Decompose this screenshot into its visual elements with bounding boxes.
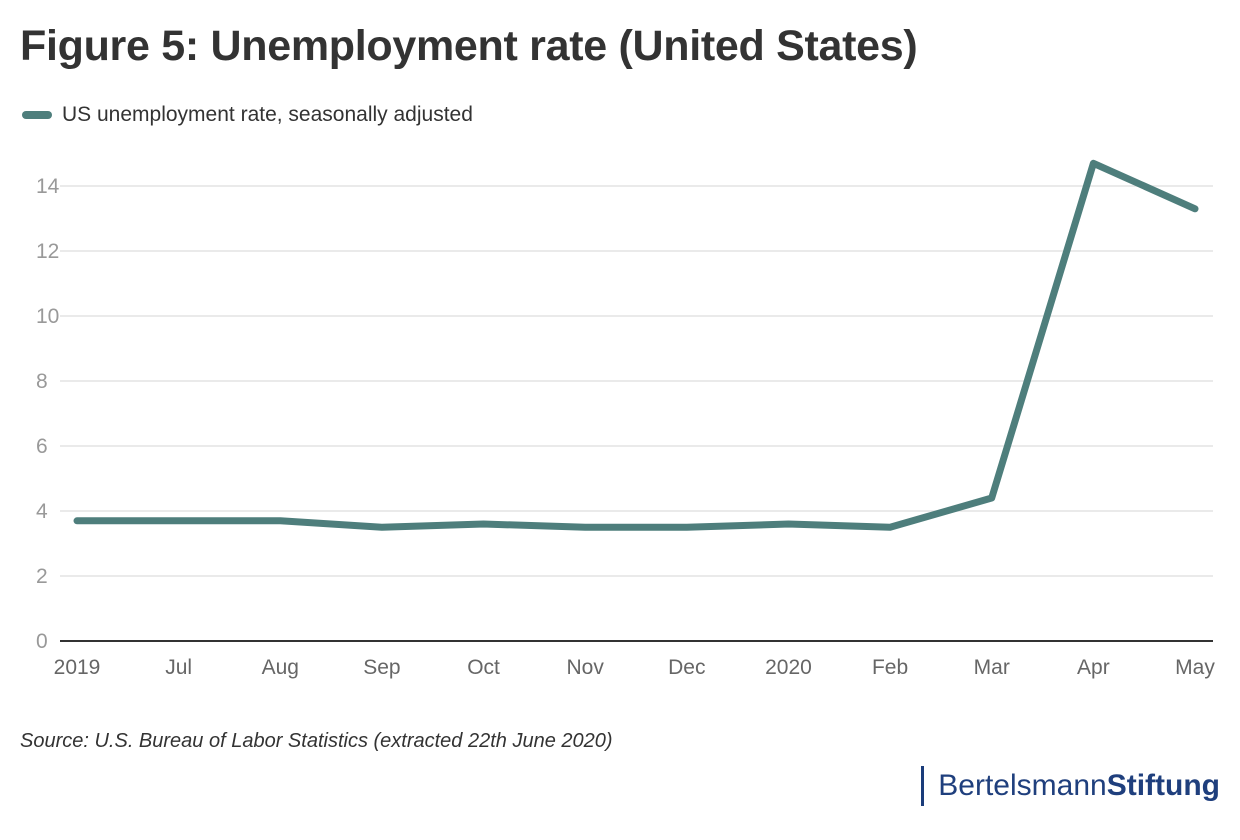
bertelsmann-stiftung-logo: Bertelsmann Stiftung [921,766,1220,806]
logo-text-part2: Stiftung [1106,769,1220,802]
legend-label: US unemployment rate, seasonally adjuste… [62,103,473,126]
x-tick-label: Feb [872,656,908,679]
logo-text-part1: Bertelsmann [938,769,1107,802]
y-tick-label: 2 [36,565,48,588]
x-tick-label: Nov [567,656,605,679]
x-tick-label: Sep [363,656,400,679]
x-tick-label: Dec [668,656,705,679]
y-tick-label: 0 [36,630,48,653]
y-tick-label: 12 [36,240,59,263]
y-tick-label: 14 [36,175,60,198]
x-tick-label: Jul [165,656,192,679]
source-note: Source: U.S. Bureau of Labor Statistics … [20,730,613,752]
series-line [73,159,1199,531]
y-tick-label: 6 [36,435,48,458]
x-tick-label: 2019 [54,656,101,679]
x-tick-label: May [1175,656,1215,679]
chart-title: Figure 5: Unemployment rate (United Stat… [20,22,918,70]
x-tick-label: Oct [467,656,500,679]
y-tick-label: 10 [36,305,59,328]
x-tick-label: Apr [1077,656,1110,679]
x-tick-label: Aug [262,656,299,679]
x-tick-label: Mar [974,656,1010,679]
legend-swatch [22,111,52,119]
line-chart: 0 2 4 6 8 10 12 14 2019 Jul Aug Sep Oct Nov Dec 2020 Feb… [36,159,1215,679]
y-tick-label: 4 [36,500,48,523]
x-tick-label: 2020 [765,656,812,679]
legend: US unemployment rate, seasonally adjuste… [22,103,473,127]
y-tick-label: 8 [36,370,48,393]
